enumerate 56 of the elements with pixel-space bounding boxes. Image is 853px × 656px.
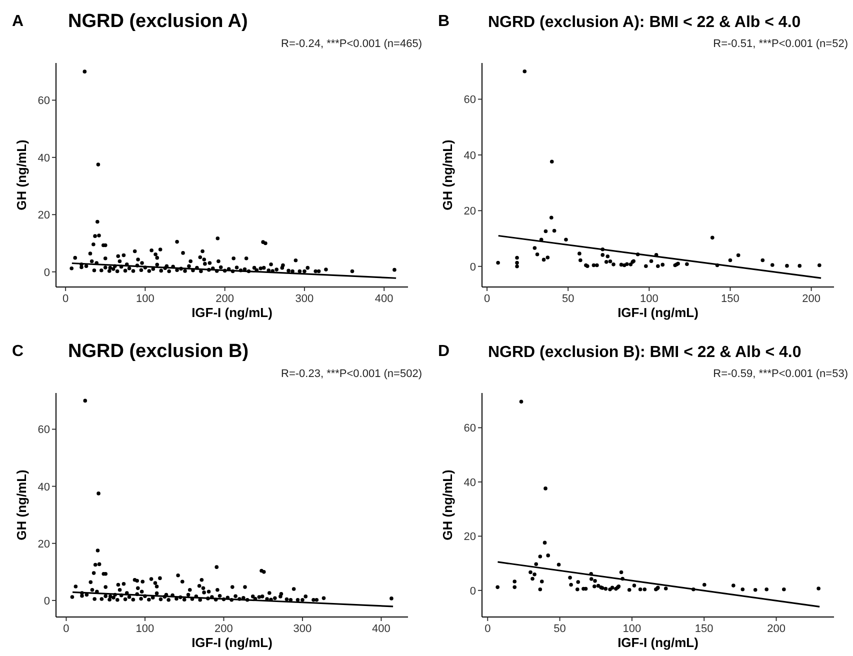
x-tick-label: 200 bbox=[767, 623, 786, 635]
y-tick-label: 60 bbox=[464, 422, 476, 435]
chart-title: NGRD (exclusion B): BMI < 22 & Alb < 4.0 bbox=[488, 344, 802, 361]
x-tick-label: 300 bbox=[293, 623, 312, 635]
x-tick-label: 0 bbox=[484, 623, 491, 635]
y-tick-label: 20 bbox=[38, 210, 50, 222]
text: R=-0.24, ***P<0.001 (n=465) bbox=[281, 38, 422, 50]
x-tick-label: 0 bbox=[63, 623, 70, 635]
y-tick-label: 0 bbox=[44, 266, 50, 279]
x-tick-label: 100 bbox=[622, 623, 642, 635]
y-tick-label: 0 bbox=[44, 595, 50, 608]
chart-title: NGRD (exclusion A): BMI < 22 & Alb < 4.0 bbox=[488, 14, 801, 31]
x-tick-label: 400 bbox=[374, 293, 394, 305]
chart-title: NGRD (exclusion B) bbox=[68, 341, 249, 362]
y-axis-title: GH (ng/mL) bbox=[440, 140, 455, 210]
y-tick-label: 60 bbox=[38, 95, 50, 108]
y-tick-label: 40 bbox=[38, 152, 50, 164]
text: R=-0.59, ***P<0.001 (n=53) bbox=[713, 368, 848, 380]
text: R=-0.23, ***P<0.001 (n=502) bbox=[281, 368, 422, 380]
text: B bbox=[438, 13, 450, 30]
x-axis-title: IGF-I (ng/mL) bbox=[192, 305, 272, 320]
x-axis-title: IGF-I (ng/mL) bbox=[618, 635, 698, 650]
x-tick-label: 100 bbox=[136, 623, 154, 635]
x-tick-label: 100 bbox=[136, 293, 154, 305]
x-tick-label: 0 bbox=[484, 293, 490, 305]
x-tick-label: 100 bbox=[640, 293, 658, 305]
x-tick-label: 200 bbox=[802, 293, 820, 305]
x-axis-title: IGF-I (ng/mL) bbox=[618, 305, 698, 320]
y-tick-label: 40 bbox=[464, 150, 476, 162]
y-tick-label: 40 bbox=[38, 481, 50, 494]
x-tick-label: 300 bbox=[295, 293, 314, 305]
x-tick-label: 50 bbox=[554, 623, 566, 635]
text: R=-0.51, ***P<0.001 (n=52) bbox=[713, 38, 848, 50]
y-axis-title: GH (ng/mL) bbox=[14, 470, 29, 540]
x-tick-label: 200 bbox=[216, 293, 234, 305]
text: C bbox=[12, 343, 24, 360]
text: D bbox=[438, 343, 450, 360]
y-tick-label: 0 bbox=[470, 585, 476, 598]
y-tick-label: 20 bbox=[38, 538, 50, 550]
text: A bbox=[12, 13, 24, 30]
y-tick-label: 0 bbox=[470, 261, 476, 274]
x-tick-label: 150 bbox=[694, 623, 714, 635]
x-tick-label: 50 bbox=[562, 293, 574, 305]
y-axis-title: GH (ng/mL) bbox=[440, 470, 455, 540]
chart-title: NGRD (exclusion A) bbox=[68, 11, 248, 32]
y-tick-label: 20 bbox=[464, 206, 476, 218]
y-tick-label: 20 bbox=[464, 531, 476, 544]
x-axis-title: IGF-I (ng/mL) bbox=[192, 635, 272, 650]
x-tick-label: 150 bbox=[721, 293, 740, 305]
y-tick-label: 60 bbox=[464, 94, 476, 106]
x-tick-label: 0 bbox=[62, 293, 69, 305]
y-axis-title: GH (ng/mL) bbox=[14, 140, 29, 210]
x-tick-label: 400 bbox=[372, 623, 390, 635]
x-tick-label: 200 bbox=[214, 623, 233, 635]
y-tick-label: 40 bbox=[464, 476, 476, 489]
y-tick-label: 60 bbox=[38, 424, 50, 436]
